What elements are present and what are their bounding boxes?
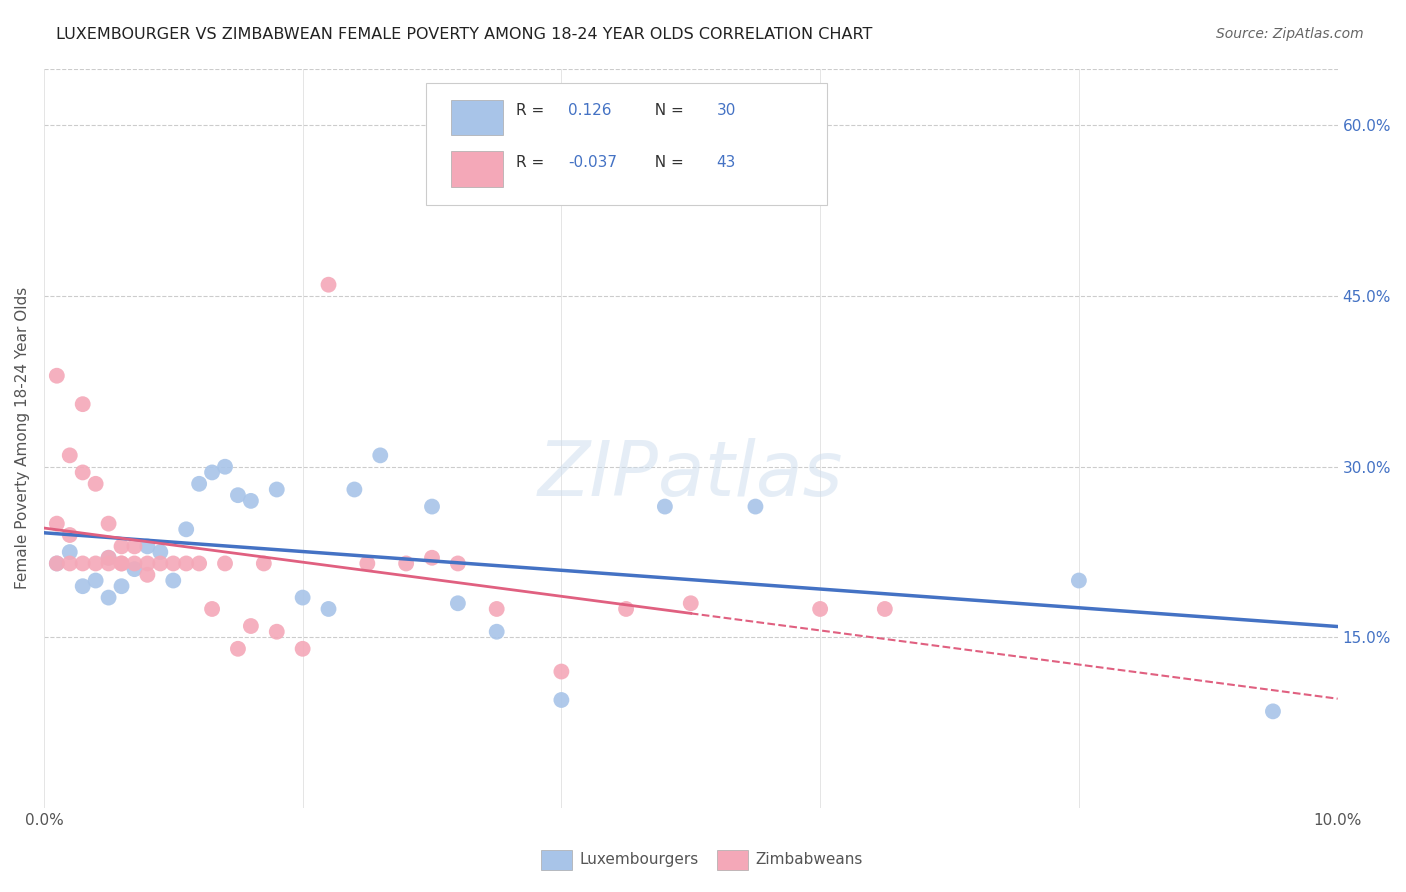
Point xyxy=(226,488,249,502)
Point xyxy=(45,557,67,571)
Point xyxy=(291,591,314,605)
Point xyxy=(873,602,896,616)
Point xyxy=(97,557,120,571)
Point xyxy=(59,528,82,542)
Point xyxy=(395,557,418,571)
Point xyxy=(174,522,197,536)
Point xyxy=(744,500,766,514)
Point xyxy=(84,557,107,571)
Text: N =: N = xyxy=(645,103,689,119)
Point xyxy=(45,368,67,383)
Point xyxy=(343,483,366,497)
Point xyxy=(214,557,236,571)
Point xyxy=(188,557,211,571)
Point xyxy=(72,557,94,571)
Point xyxy=(679,596,702,610)
Point xyxy=(239,494,262,508)
Point xyxy=(149,557,172,571)
Point xyxy=(420,550,443,565)
Text: ZIPatlas: ZIPatlas xyxy=(538,438,844,512)
Point xyxy=(84,574,107,588)
Point xyxy=(201,466,224,480)
Point xyxy=(124,562,146,576)
Text: Luxembourgers: Luxembourgers xyxy=(579,853,699,867)
Point xyxy=(368,449,391,463)
Point xyxy=(808,602,831,616)
Point xyxy=(1261,704,1284,718)
Point xyxy=(84,476,107,491)
Point xyxy=(447,557,470,571)
Point xyxy=(45,557,67,571)
Point xyxy=(614,602,637,616)
Point xyxy=(136,557,159,571)
FancyBboxPatch shape xyxy=(451,152,503,186)
Point xyxy=(110,540,132,554)
Point xyxy=(162,574,184,588)
Text: R =: R = xyxy=(516,155,550,170)
Point xyxy=(59,449,82,463)
Point xyxy=(420,500,443,514)
Point xyxy=(136,567,159,582)
Point xyxy=(97,550,120,565)
FancyBboxPatch shape xyxy=(451,100,503,135)
Point xyxy=(174,557,197,571)
Point xyxy=(45,516,67,531)
Point xyxy=(72,579,94,593)
Point xyxy=(318,602,340,616)
Point xyxy=(124,557,146,571)
Point xyxy=(356,557,378,571)
Point xyxy=(485,624,508,639)
Point xyxy=(253,557,276,571)
Point xyxy=(162,557,184,571)
FancyBboxPatch shape xyxy=(426,83,827,205)
Point xyxy=(124,540,146,554)
Text: 0.126: 0.126 xyxy=(568,103,612,119)
Point xyxy=(266,624,288,639)
Text: 30: 30 xyxy=(717,103,735,119)
Point xyxy=(97,550,120,565)
Point xyxy=(1067,574,1090,588)
Point xyxy=(485,602,508,616)
Point xyxy=(266,483,288,497)
Text: 43: 43 xyxy=(717,155,735,170)
Point xyxy=(214,459,236,474)
Point xyxy=(110,579,132,593)
Point xyxy=(318,277,340,292)
Point xyxy=(447,596,470,610)
Point xyxy=(110,557,132,571)
Point xyxy=(136,540,159,554)
Point xyxy=(97,591,120,605)
Point xyxy=(72,466,94,480)
Text: R =: R = xyxy=(516,103,550,119)
Text: N =: N = xyxy=(645,155,689,170)
Point xyxy=(239,619,262,633)
Point xyxy=(226,641,249,656)
Point xyxy=(149,545,172,559)
Text: -0.037: -0.037 xyxy=(568,155,617,170)
Point xyxy=(97,516,120,531)
Text: Source: ZipAtlas.com: Source: ZipAtlas.com xyxy=(1216,27,1364,41)
Y-axis label: Female Poverty Among 18-24 Year Olds: Female Poverty Among 18-24 Year Olds xyxy=(15,287,30,590)
Point xyxy=(110,557,132,571)
Point xyxy=(291,641,314,656)
Point xyxy=(550,665,572,679)
Text: LUXEMBOURGER VS ZIMBABWEAN FEMALE POVERTY AMONG 18-24 YEAR OLDS CORRELATION CHAR: LUXEMBOURGER VS ZIMBABWEAN FEMALE POVERT… xyxy=(56,27,873,42)
Point xyxy=(550,693,572,707)
Point xyxy=(72,397,94,411)
Point xyxy=(59,545,82,559)
Point xyxy=(201,602,224,616)
Point xyxy=(654,500,676,514)
Text: Zimbabweans: Zimbabweans xyxy=(755,853,862,867)
Point xyxy=(188,476,211,491)
Point xyxy=(59,557,82,571)
